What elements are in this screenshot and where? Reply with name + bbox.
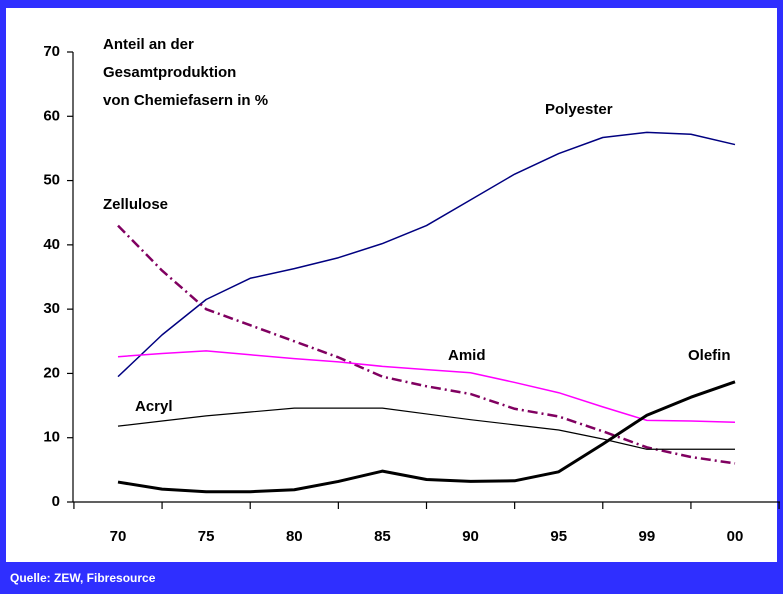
series-label: Olefin [688, 347, 731, 364]
x-tick-label: 95 [550, 528, 567, 545]
y-tick-label: 0 [52, 493, 60, 510]
y-tick-label: 40 [43, 236, 60, 253]
y-tick-label: 30 [43, 300, 60, 317]
series-line [117, 224, 736, 465]
y-tick-label: 10 [43, 429, 60, 446]
y-tick-label: 50 [43, 172, 60, 189]
y-tick-label: 70 [43, 43, 60, 60]
y-tick-label: 60 [43, 107, 60, 124]
x-tick-label: 00 [727, 528, 744, 545]
plot-panel [6, 8, 777, 562]
series-label: Amid [448, 347, 486, 364]
series-line [117, 380, 736, 494]
source: Quelle: ZEW, Fibresource [10, 571, 156, 585]
x-tick-label: 99 [639, 528, 656, 545]
chart-title: von Chemiefasern in % [103, 92, 268, 109]
chart-title: Gesamtproduktion [103, 64, 236, 81]
chart-title: Anteil an der [103, 36, 194, 53]
series-label: Acryl [135, 398, 173, 415]
x-tick-label: 85 [374, 528, 391, 545]
series-line [117, 407, 735, 450]
x-tick-label: 90 [462, 528, 479, 545]
series-label: Zellulose [103, 196, 168, 213]
series-label: Polyester [545, 101, 613, 118]
series-line [117, 131, 736, 378]
y-tick-label: 20 [43, 364, 60, 381]
x-tick-label: 75 [198, 528, 215, 545]
x-tick-label: 70 [110, 528, 127, 545]
x-tick-label: 80 [286, 528, 303, 545]
series-line [117, 350, 736, 424]
